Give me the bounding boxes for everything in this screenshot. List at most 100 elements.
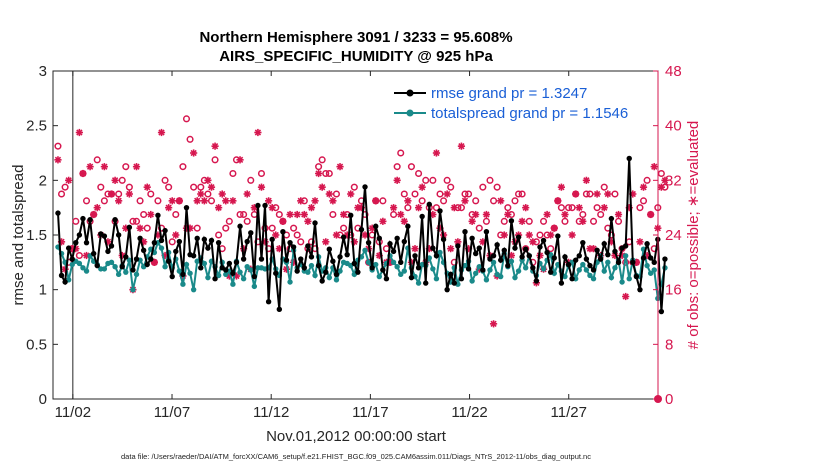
rmse-point [455,243,461,249]
possible-point [482,217,490,225]
possible-point [122,163,130,171]
rmse-point [522,246,529,252]
evaluated-point [265,197,273,205]
totalspread-point [112,264,118,270]
possible-point [447,183,455,191]
possible-point [143,224,151,232]
rmse-point [476,245,482,251]
chart-title-line-2: AIRS_SPECIFIC_HUMIDITY @ 925 hPa [219,48,493,65]
rmse-point [223,267,229,273]
y-tick-label-right: 8 [665,336,673,353]
evaluated-point [200,197,208,205]
evaluated-point [622,292,630,301]
rmse-point [644,241,650,247]
evaluated-point [254,128,262,137]
possible-point [211,156,219,164]
rmse-point [112,216,118,223]
evaluated-point [165,204,173,212]
totalspread-point [244,264,250,270]
totalspread-point [230,281,236,287]
totalspread-point [622,253,629,259]
rmse-point [626,155,632,162]
rmse-point [473,250,479,257]
y-tick-label-left: 1.5 [26,227,47,244]
evaluated-point [547,231,555,239]
evaluated-point [297,197,305,205]
rmse-point [230,270,236,276]
rmse-point [537,244,543,250]
totalspread-point [483,277,490,283]
rmse-point [480,267,486,273]
evaluated-point [593,190,601,198]
rmse-point [540,237,547,244]
rmse-point [305,243,311,249]
totalspread-point [583,267,590,273]
evaluated-point [554,197,562,205]
possible-point [147,190,155,198]
rmse-point [376,235,383,241]
evaluated-point [568,231,576,239]
evaluated-point [582,176,590,184]
possible-point [179,163,187,171]
rmse-point [494,242,500,248]
rmse-point [137,235,143,241]
rmse-point [412,253,418,259]
rmse-point [65,245,72,251]
rmse-point [430,245,436,251]
possible-point [443,176,451,184]
rmse-point [287,239,293,246]
y-tick-label-left: 2 [39,172,47,189]
evaluated-point [300,210,308,219]
rmse-point [165,258,172,264]
possible-point [418,197,426,205]
possible-point [57,190,66,198]
possible-point [568,204,576,212]
rmse-point [415,265,422,271]
totalspread-point [473,270,479,276]
possible-point [193,224,201,232]
rmse-point [276,306,283,313]
possible-point [432,204,440,212]
evaluated-point [322,238,330,246]
rmse-point [601,241,607,247]
possible-point [222,224,230,232]
evaluated-point [479,238,487,246]
totalspread-point [522,265,529,271]
rmse-point [190,253,197,259]
rmse-point [108,243,115,249]
rmse-point [465,266,472,272]
rmse-point [405,223,411,229]
possible-point [190,183,198,191]
rmse-point [301,265,308,271]
possible-point [118,176,126,184]
evaluated-point [529,238,537,246]
rmse-point [451,280,457,286]
possible-point [172,210,180,219]
totalspread-point [333,277,340,283]
rmse-point [526,253,532,259]
possible-point [407,163,415,171]
possible-point [611,190,619,198]
rmse-point [148,256,154,262]
y-tick-label-right: 16 [665,282,682,299]
y-tick-label-left: 1 [39,282,47,299]
evaluated-point [332,231,341,239]
possible-point [490,197,498,205]
rmse-point [369,265,375,271]
rmse-point [140,247,147,254]
totalspread-point [619,279,625,285]
rmse-point [387,241,393,247]
possible-point [54,142,62,150]
y-tick-label-right: 48 [665,63,682,80]
rmse-point [151,239,158,246]
rmse-point [490,253,497,259]
totalspread-point [251,283,258,290]
rmse-point [515,234,522,240]
possible-point [165,183,173,191]
rmse-point [248,230,254,236]
footnote: data file: /Users/raeder/DAI/ATM_forcXX/… [121,452,591,461]
possible-point [511,197,519,205]
totalspread-point [437,249,443,256]
rmse-point [344,251,350,258]
possible-point [100,197,108,205]
